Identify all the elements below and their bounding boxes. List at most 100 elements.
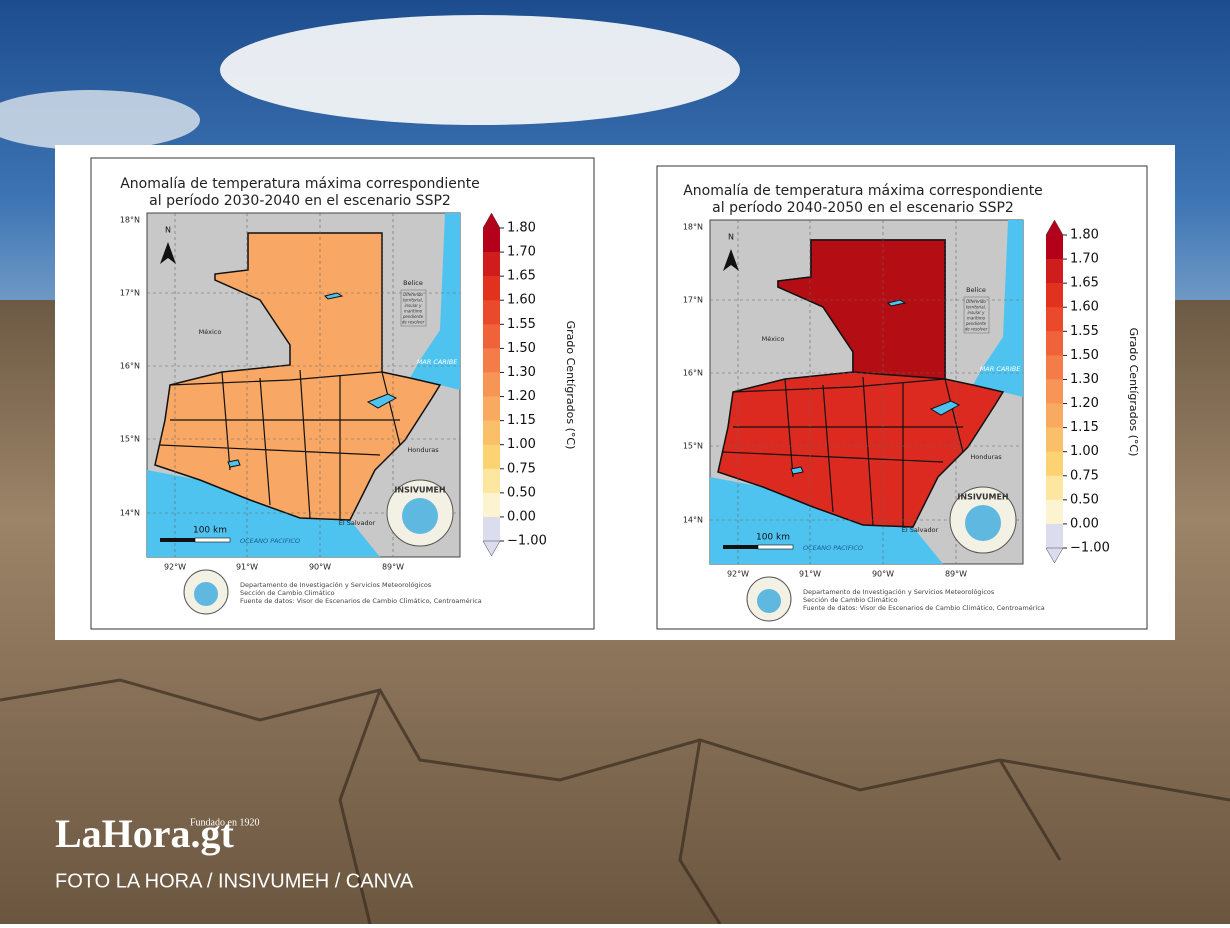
scale-label: 100 km [193, 526, 227, 536]
place-label: Belice [403, 279, 423, 287]
colorbar-label: 1.15 [1070, 420, 1099, 435]
colorbar-segment [483, 372, 500, 397]
lat-label: 14°N [683, 516, 703, 525]
dispute-text: pendiente [965, 321, 987, 326]
grid [710, 220, 1023, 564]
dispute-text: de resolver [402, 320, 425, 325]
lon-label: 90°W [872, 570, 894, 579]
caribbean [973, 220, 1023, 397]
footer-line: Fuente de datos: Visor de Escenarios de … [240, 597, 482, 605]
departments [159, 369, 401, 520]
scale-bar-half [194, 537, 231, 543]
colorbar-label: 1.50 [507, 341, 536, 356]
cloud [220, 15, 740, 125]
scale-label: 100 km [756, 533, 790, 543]
lon-label: 92°W [727, 570, 749, 579]
seal-inner [965, 505, 1001, 541]
dispute-box [963, 296, 990, 334]
place-label: El Salvador [902, 526, 939, 534]
colorbar-segment [1046, 475, 1063, 501]
colorbar-segment [1046, 355, 1063, 380]
brand-tagline: Fundado en 1920 [190, 817, 259, 828]
dispute-box [400, 289, 427, 327]
colorbar-label: 0.00 [1070, 516, 1099, 531]
colorbar-segment [1046, 331, 1063, 356]
seal-label: INSIVUMEH [957, 493, 1008, 502]
lat-label: 17°N [683, 296, 703, 305]
colorbar-label: −1.00 [1070, 541, 1110, 556]
colorbar-label: 1.30 [507, 365, 536, 380]
dispute-text: territorial, [966, 305, 986, 310]
colorbar-segment [483, 252, 500, 277]
colorbar-label: 1.50 [1070, 348, 1099, 363]
colorbar-segment [1046, 379, 1063, 404]
colorbar-segment [483, 396, 500, 421]
colorbar-cap [1045, 547, 1064, 564]
seal-label: INSIVUMEH [394, 486, 445, 495]
colorbar-segment [1046, 235, 1063, 260]
place-label: México [199, 328, 222, 336]
colorbar-segment [483, 492, 500, 518]
place-label: México [762, 335, 785, 343]
place-label: OCEANO PACIFICO [240, 537, 300, 545]
lon-label: 90°W [309, 563, 331, 572]
map: Anomalía de temperatura máxima correspon… [120, 176, 577, 615]
colorbar-segment [483, 300, 500, 325]
colorbar-segment [1046, 259, 1063, 284]
colorbar-segment [1046, 427, 1063, 452]
lat-label: 18°N [683, 223, 703, 232]
footer-line: Sección de Cambio Climático [240, 589, 335, 597]
colorbar-segment [1046, 307, 1063, 332]
map-title: al período 2030-2040 en el escenario SSP… [149, 193, 451, 209]
scale-bar-half [757, 544, 794, 550]
brand-name: LaHora.gt [55, 811, 235, 856]
place-label: Belice [966, 286, 986, 294]
dispute-text: territorial, [403, 298, 423, 303]
colorbar-segment [483, 348, 500, 373]
colorbar-label: 0.00 [507, 509, 536, 524]
dispute-text: marítimo [404, 309, 423, 314]
colorbar-label: 1.15 [507, 413, 536, 428]
lon-label: 91°W [799, 570, 821, 579]
dispute-text: marítimo [967, 316, 986, 321]
footer-line: Fuente de datos: Visor de Escenarios de … [803, 604, 1045, 612]
cloud [0, 90, 200, 150]
colorbar-title: Grado Centígrados (°C) [1127, 328, 1140, 457]
colorbar-segment [483, 468, 500, 494]
colorbar-label: 0.75 [507, 461, 536, 476]
lat-label: 18°N [120, 216, 140, 225]
frame [90, 157, 595, 630]
departments [722, 376, 964, 527]
colorbar-label: 1.30 [1070, 372, 1099, 387]
credit: FOTO LA HORA / INSIVUMEH / CANVA [55, 870, 414, 892]
colorbar-label: 0.50 [507, 485, 536, 500]
colorbar-label: 1.00 [1070, 444, 1099, 459]
colorbar-label: 0.50 [1070, 492, 1099, 507]
colorbar-segment [1046, 403, 1063, 428]
lakes [790, 299, 961, 475]
colorbar-segment [483, 276, 500, 301]
colorbar-segment [1046, 523, 1063, 549]
colorbar-title: Grado Centígrados (°C) [564, 321, 577, 450]
colorbar-label: 1.55 [507, 317, 536, 332]
colorbar-label: 1.80 [1070, 228, 1099, 243]
colorbar-segment [483, 444, 500, 470]
logo-inner [194, 582, 218, 606]
colorbar-label: −1.00 [507, 534, 547, 549]
map-title: Anomalía de temperatura máxima correspon… [683, 183, 1043, 199]
colorbar-label: 0.75 [1070, 468, 1099, 483]
colorbar-label: 1.20 [507, 389, 536, 404]
logo-inner [757, 589, 781, 613]
frame [656, 165, 1148, 630]
seal-inner [402, 498, 438, 534]
colorbar-label: 1.70 [1070, 252, 1099, 267]
place-label: MAR CARIBE [417, 358, 459, 366]
place-label: OCEANO PACIFICO [803, 544, 863, 552]
colorbar-label: 1.20 [1070, 396, 1099, 411]
lat-label: 15°N [120, 435, 140, 444]
dispute-text: Diferendo [403, 292, 423, 297]
north-arrow [160, 242, 176, 264]
place-label: Honduras [407, 446, 439, 454]
lat-label: 16°N [683, 369, 703, 378]
